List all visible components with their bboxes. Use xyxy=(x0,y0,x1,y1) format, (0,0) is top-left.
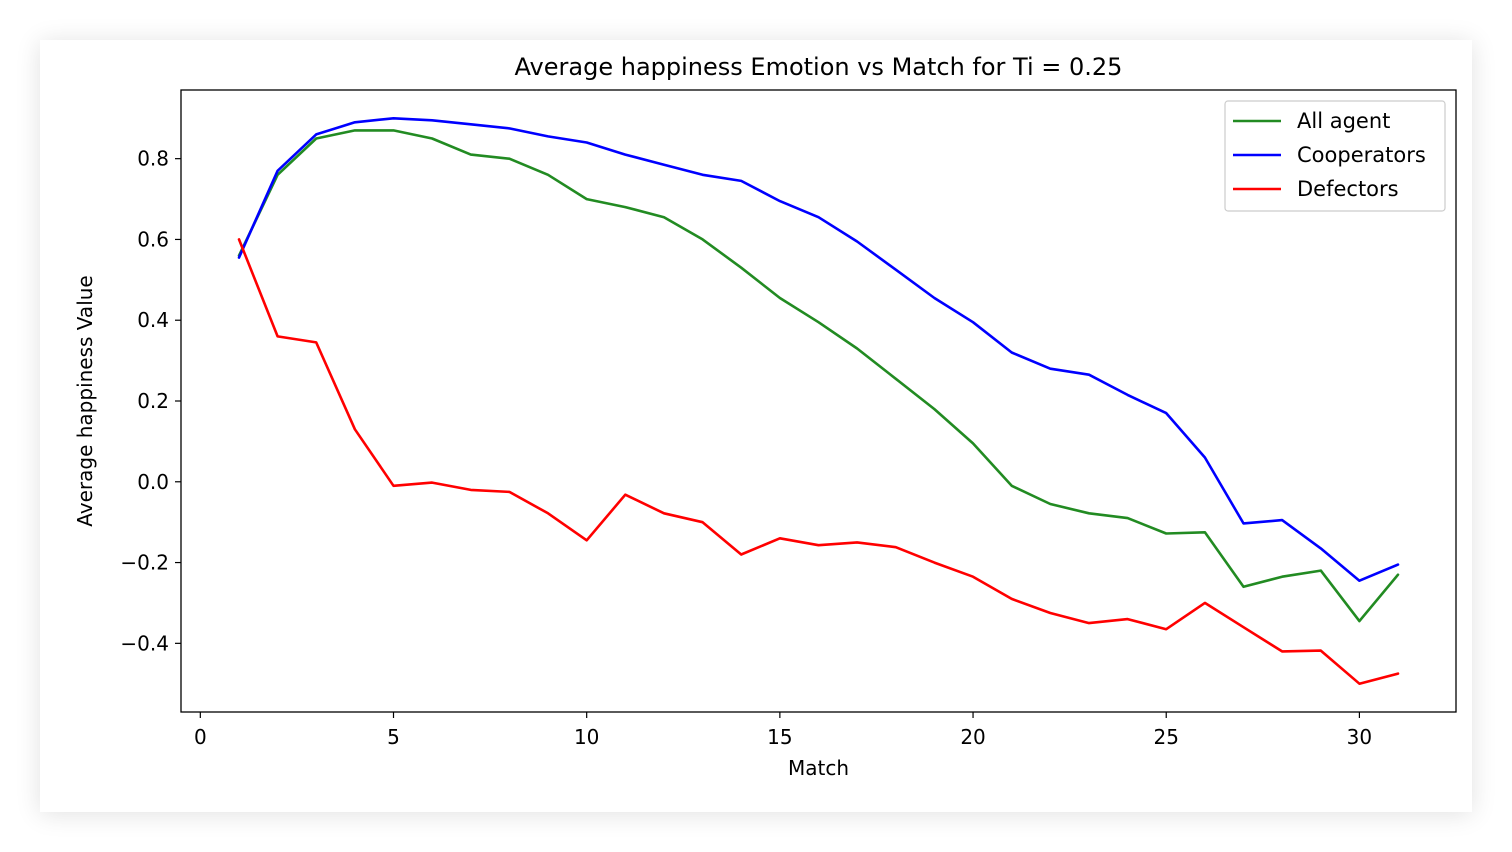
legend-label: Cooperators xyxy=(1297,143,1426,167)
chart-title: Average happiness Emotion vs Match for T… xyxy=(515,53,1123,81)
series-layer xyxy=(237,117,1400,686)
legend-label: All agent xyxy=(1297,109,1390,133)
y-tick-label: 0.0 xyxy=(137,470,169,494)
ticks-layer: 0 5 10 15 20 25 30 −0.4 −0.2 0.0 0.2 0.4 0.6 0.8 xyxy=(120,147,1372,749)
x-axis-title: Match xyxy=(788,756,849,780)
legend-label: Defectors xyxy=(1297,177,1399,201)
x-tick-label: 20 xyxy=(960,725,985,749)
series-line-defectors xyxy=(237,238,1400,686)
x-tick-label: 25 xyxy=(1154,725,1179,749)
legend: All agent Cooperators Defectors xyxy=(1224,100,1446,212)
x-tick-label: 5 xyxy=(387,725,400,749)
x-tick-label: 15 xyxy=(767,725,792,749)
y-tick-label: −0.4 xyxy=(120,631,169,655)
line-chart: Average happiness Emotion vs Match for T… xyxy=(73,53,1457,780)
series-line-all-agent xyxy=(237,129,1400,623)
y-axis-title: Average happiness Value xyxy=(73,275,97,526)
y-tick-label: 0.2 xyxy=(137,389,169,413)
legend-box xyxy=(1224,100,1446,212)
y-tick-label: 0.6 xyxy=(137,227,169,251)
y-tick-label: 0.8 xyxy=(137,147,169,171)
y-tick-label: −0.2 xyxy=(120,551,169,575)
chart-card: Average happiness Emotion vs Match for T… xyxy=(40,40,1472,812)
plot-frame xyxy=(180,89,1457,713)
x-tick-label: 0 xyxy=(194,725,207,749)
x-tick-label: 30 xyxy=(1347,725,1372,749)
y-tick-label: 0.4 xyxy=(137,308,169,332)
x-tick-label: 10 xyxy=(574,725,599,749)
series-line-cooperators xyxy=(237,117,1400,583)
